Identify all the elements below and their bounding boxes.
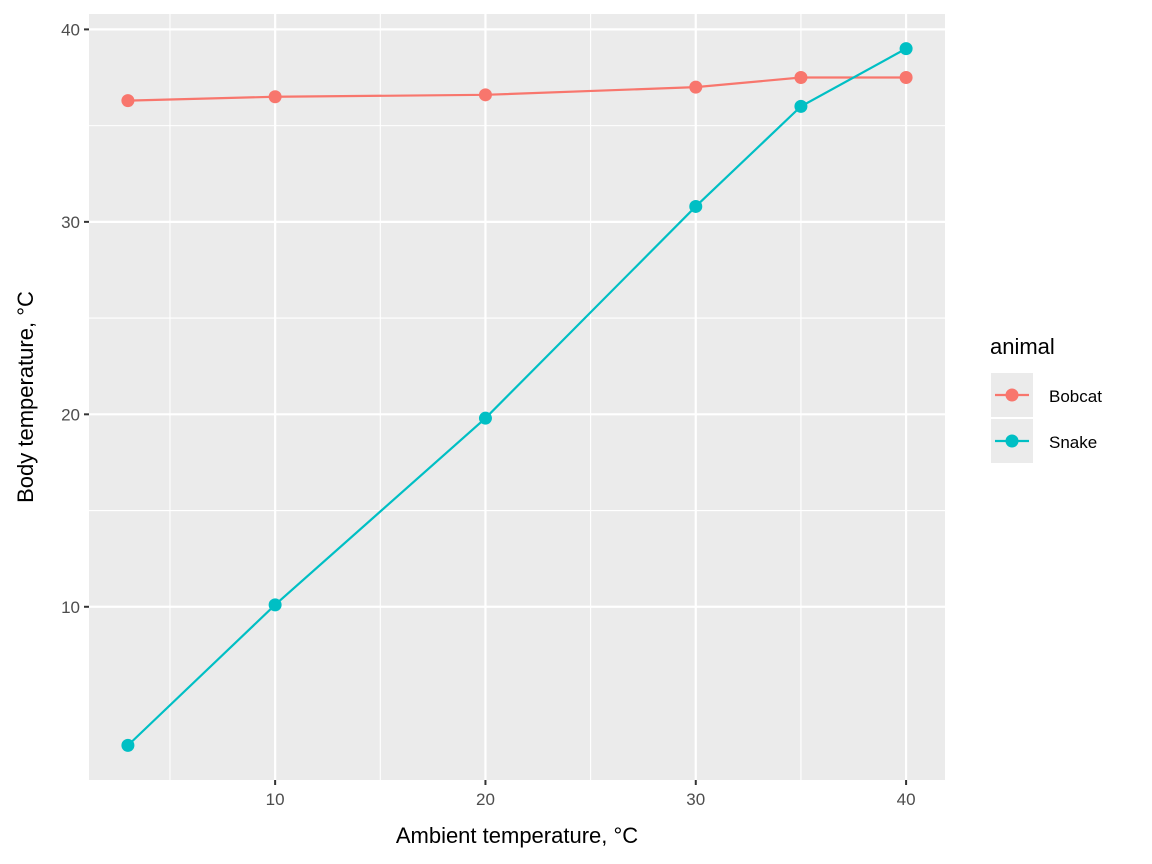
bobcat-data-point <box>268 90 282 104</box>
legend-title: animal <box>990 334 1055 359</box>
panel-background <box>89 14 945 780</box>
bobcat-data-point <box>689 80 703 94</box>
y-tick-label: 30 <box>61 213 80 232</box>
bobcat-data-point <box>794 71 808 85</box>
snake-series-line <box>127 47 907 747</box>
x-tick-label: 20 <box>476 790 495 809</box>
x-tick-label: 10 <box>266 790 285 809</box>
x-tick-label: 40 <box>897 790 916 809</box>
snake-data-point <box>478 411 492 425</box>
bobcat-series-line <box>127 76 907 102</box>
bobcat-legend-key-marker <box>1005 388 1019 402</box>
series-layer <box>121 42 913 752</box>
y-tick-label: 10 <box>61 598 80 617</box>
snake-data-point <box>689 199 703 213</box>
bobcat-data-point <box>121 94 135 108</box>
snake-data-point <box>899 42 913 56</box>
x-tick-label: 30 <box>686 790 705 809</box>
x-axis-title: Ambient temperature, °C <box>396 823 638 848</box>
major-gridlines <box>89 14 945 780</box>
y-axis: 10 20 30 40 <box>61 20 89 617</box>
y-axis-title: Body temperature, °C <box>13 291 38 503</box>
snake-legend-label: Snake <box>1049 433 1097 452</box>
bobcat-data-point <box>899 71 913 85</box>
legend: animal Bobcat Snake <box>990 334 1102 463</box>
snake-data-point <box>121 738 135 752</box>
bobcat-data-point <box>478 88 492 102</box>
snake-data-point <box>268 598 282 612</box>
bobcat-legend-label: Bobcat <box>1049 387 1102 406</box>
minor-gridlines <box>89 14 945 780</box>
x-axis: 10 20 30 40 <box>266 780 916 809</box>
snake-data-point <box>794 99 808 113</box>
y-tick-label: 40 <box>61 20 80 39</box>
snake-legend-key-marker <box>1005 434 1019 448</box>
y-tick-label: 20 <box>61 405 80 424</box>
